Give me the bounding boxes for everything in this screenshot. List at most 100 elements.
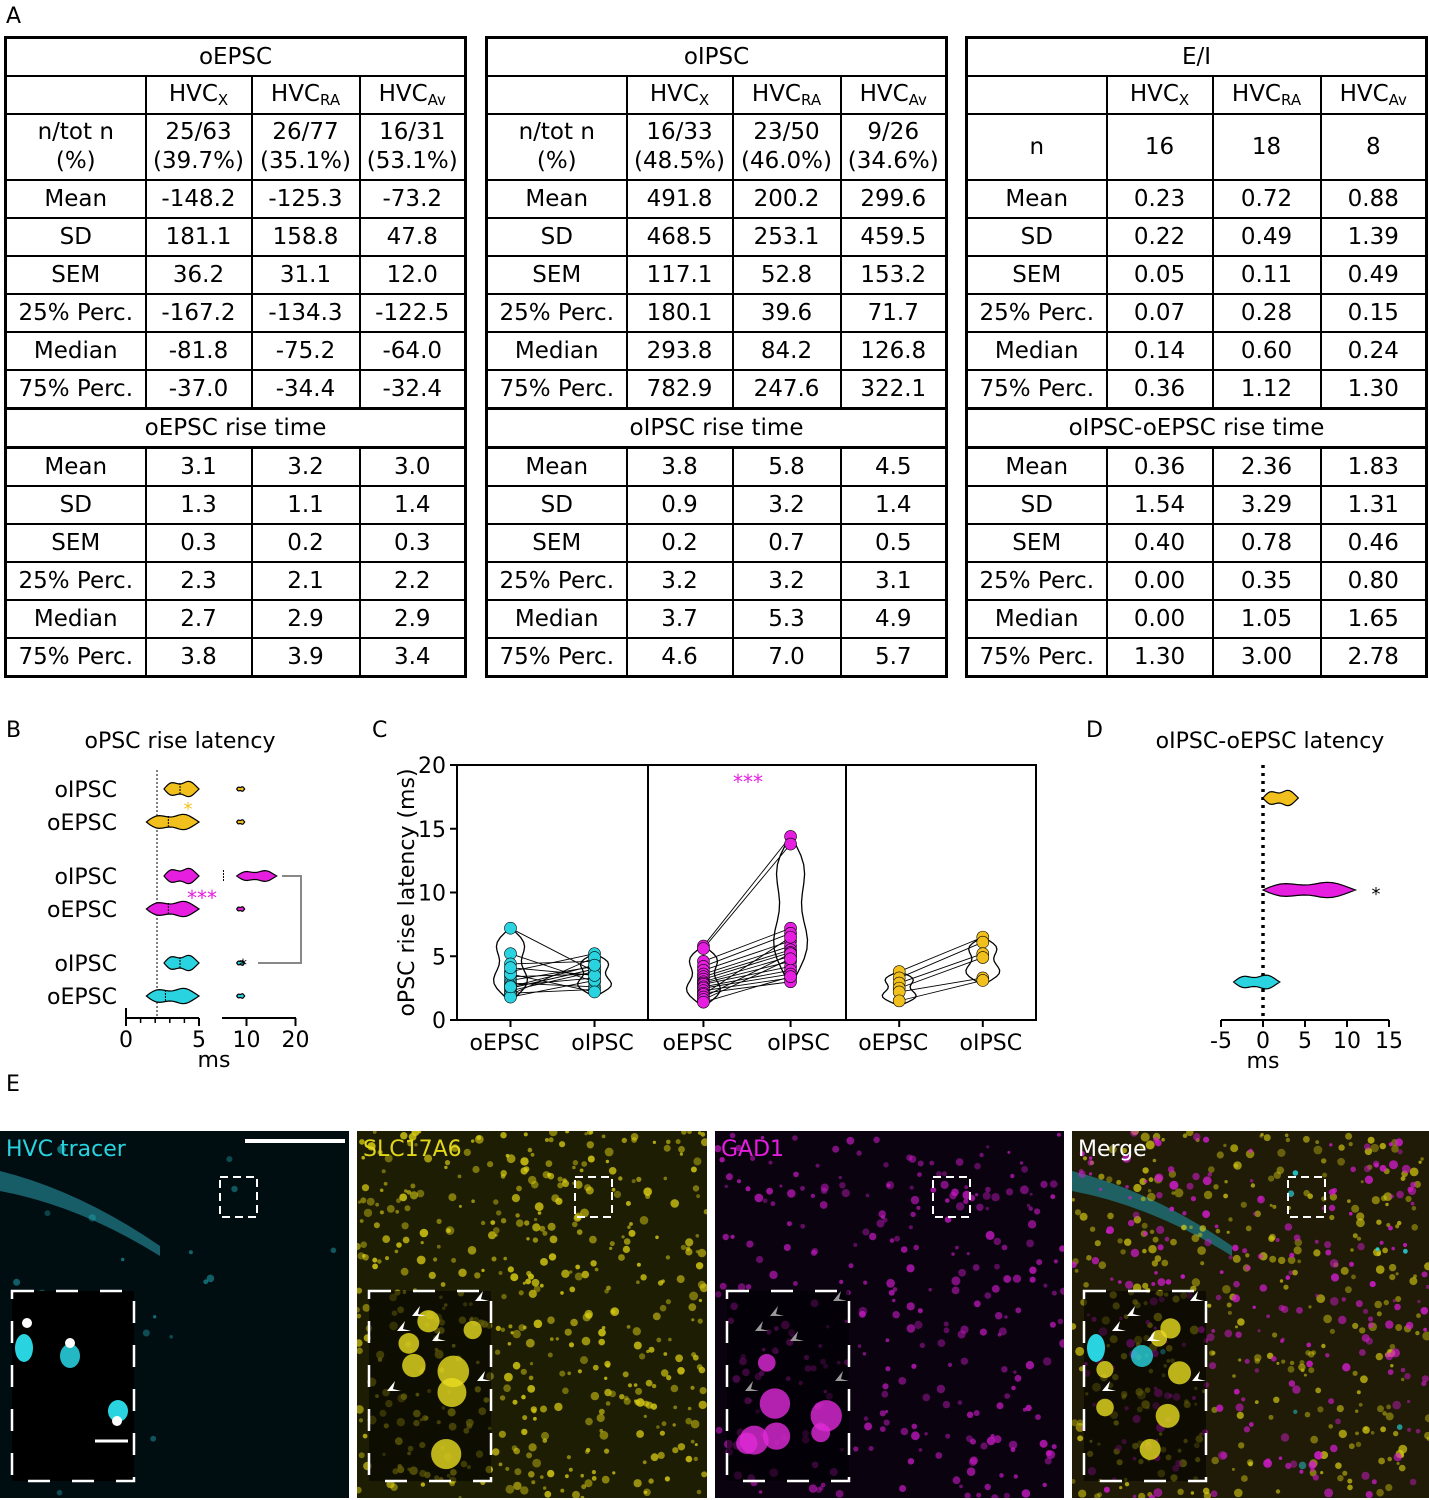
cell-dot (1161, 1137, 1165, 1142)
cell-dot (1395, 1272, 1399, 1276)
cell-dot (1400, 1176, 1406, 1181)
cell-dot (1338, 1429, 1347, 1439)
cell-dot (591, 1470, 596, 1475)
x-tick-label: oIPSC (960, 1031, 1023, 1056)
cell-marker (22, 1318, 32, 1328)
cell-dot (690, 1419, 700, 1429)
cell-dot (1390, 1194, 1394, 1199)
labeled-cell (15, 1334, 33, 1362)
cell-dot (1057, 1318, 1064, 1325)
arrowhead-icon (755, 1321, 769, 1331)
x-tick-label: 0 (119, 1028, 133, 1053)
cell-dot (1324, 1241, 1332, 1249)
table-cell: 12.0 (358, 255, 467, 295)
cell-dot (1153, 1137, 1159, 1143)
inset-box (1082, 1289, 1208, 1483)
table-cell: 126.8 (839, 331, 948, 371)
pair-line (703, 981, 791, 994)
cell-dot (547, 1469, 555, 1478)
cell-dot (701, 1471, 707, 1478)
cell-dot (1153, 1488, 1163, 1497)
cell-dot (523, 1132, 528, 1137)
category-label: oEPSC (47, 898, 117, 923)
cell-dot (530, 1152, 535, 1157)
cell-dot (1395, 1296, 1402, 1302)
cell-dot (1167, 1166, 1175, 1173)
cell-dot (500, 1132, 507, 1139)
cell-dot (386, 1205, 395, 1213)
cell-dot (1241, 1397, 1246, 1402)
cell-dot (357, 1313, 362, 1319)
y-tick-label: 15 (418, 818, 446, 843)
cell-dot (467, 1246, 477, 1255)
cell-dot (766, 1187, 773, 1195)
cell-dot (1039, 1439, 1048, 1448)
table-cell: 36.2 (144, 255, 253, 295)
inset-cell (402, 1353, 426, 1378)
cell-dot (505, 1153, 510, 1158)
cell-dot (659, 1304, 667, 1312)
cell-dot (394, 1249, 399, 1254)
cell-dot (539, 1283, 544, 1288)
cell-dot (604, 1448, 610, 1454)
cell-dot (444, 1160, 451, 1166)
cell-dot (998, 1327, 1007, 1336)
cell-dot (531, 1408, 537, 1414)
cell-dot (605, 1401, 611, 1406)
cell-dot (634, 1399, 641, 1406)
cell-dot (1180, 1274, 1186, 1279)
cell-dot (1350, 1248, 1354, 1252)
table-cell: 0.88 (1319, 179, 1428, 219)
cell-dot (1375, 1247, 1380, 1251)
cell-dot (906, 1324, 916, 1333)
cell-dot (1133, 1183, 1142, 1193)
pair-line (703, 976, 791, 1003)
table-cell: 52.8 (731, 255, 842, 295)
cell-dot (548, 1253, 557, 1261)
cell-dot (917, 1308, 923, 1314)
cell-dot (1120, 1249, 1126, 1255)
cell-dot (410, 1183, 416, 1189)
inset-cell (398, 1333, 420, 1354)
cell-dot (1361, 1471, 1370, 1480)
x-tick-label: 10 (233, 1028, 261, 1053)
cell-dot (697, 1280, 706, 1289)
pair-line (899, 957, 983, 989)
table-cell: Median (965, 599, 1108, 639)
cell-dot (1397, 1220, 1402, 1226)
cell-dot (918, 1448, 923, 1452)
cell-dot (1131, 1131, 1139, 1136)
cell-dot (760, 1135, 765, 1140)
data-point (504, 921, 517, 935)
cell-dot (512, 1329, 521, 1339)
cell-dot (1190, 1491, 1195, 1495)
cell-dot (1164, 1236, 1170, 1242)
cell-dot (510, 1273, 519, 1282)
cell-dot (1403, 1242, 1408, 1248)
cell-dot (381, 1169, 386, 1174)
table-cell: 0.36 (1105, 369, 1214, 410)
cell-dot (1363, 1143, 1371, 1150)
cell-dot (540, 1475, 544, 1479)
cell-dot (770, 1201, 776, 1207)
cell-dot (1297, 1259, 1302, 1264)
cell-dot (1244, 1358, 1250, 1364)
pair-line (510, 971, 595, 992)
cell-dot (557, 1176, 563, 1182)
cell-dot (952, 1476, 961, 1485)
cell-dot (730, 1234, 735, 1239)
cell-dot (857, 1344, 862, 1348)
column-header-base: HVC (859, 81, 909, 108)
cell-dot (663, 1352, 668, 1356)
table-cell: SEM (4, 255, 147, 295)
category-label: oEPSC (47, 811, 117, 836)
cell-dot (815, 1486, 822, 1493)
cell-dot (521, 1428, 528, 1436)
table-cell: SEM (965, 255, 1108, 295)
cell-dot (360, 1197, 367, 1204)
cell-dot (957, 1330, 966, 1339)
cell-dot (1340, 1266, 1349, 1275)
cell-dot (907, 1458, 915, 1465)
cell-dot (561, 1269, 570, 1278)
cell-dot (1122, 1154, 1131, 1163)
